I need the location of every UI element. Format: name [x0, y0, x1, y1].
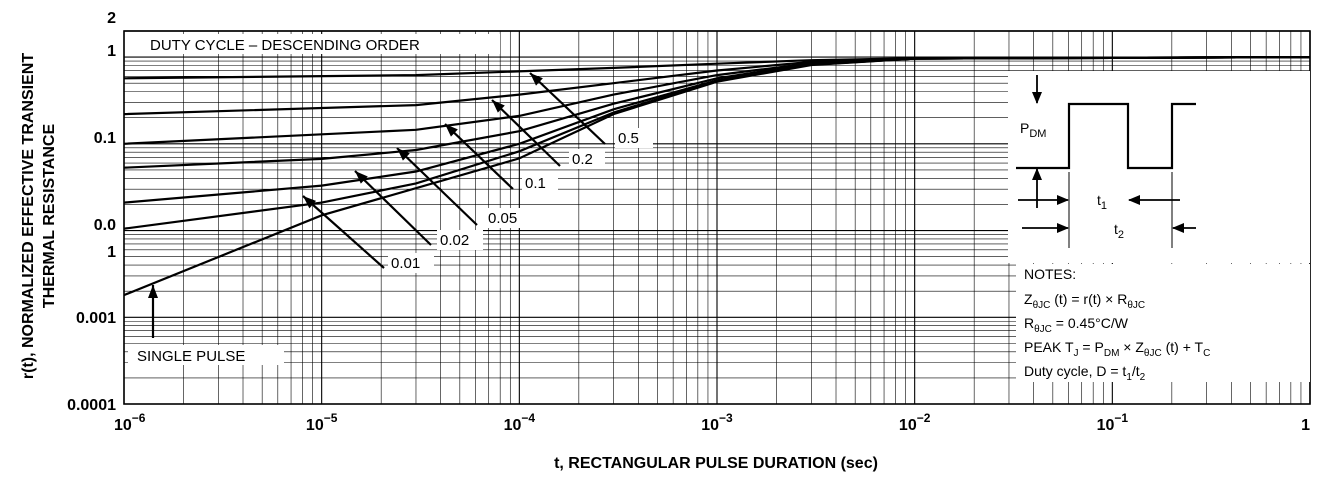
x-tick-label: 10−6: [114, 411, 146, 434]
duty-label-bg: [388, 253, 434, 273]
t2-arrow-left-head: [1057, 223, 1069, 233]
t1-arrow-right-head: [1128, 195, 1140, 205]
y-tick-label: 0.001: [76, 310, 116, 327]
t2-arrow-right-head: [1172, 223, 1184, 233]
pulse-waveform: [1016, 102, 1196, 170]
duty-label-0-2: 0.2: [572, 151, 593, 168]
duty-arrow-0-2-head: [492, 100, 505, 113]
duty-label-bg: [615, 128, 653, 148]
duty-label-0-01: 0.01: [391, 255, 420, 272]
y-axis-title-line1: r(t), NORMALIZED EFFECTIVE TRANSIENT: [20, 53, 37, 379]
y-tick-label: 0.1: [94, 130, 116, 147]
curve-duty-single-pulse: [123, 56, 1311, 297]
pdm-label: PDM: [1020, 120, 1046, 140]
pulse-inset: PDM t1 t2: [1008, 71, 1310, 263]
tick-labels: 10−6 10−5 10−4 10−3 10−2 10−1 1210.10.010.0010…: [67, 10, 1310, 434]
note-line-duty: Duty cycle, D = t1/t2: [1024, 363, 1146, 383]
notes-bg: [1016, 264, 1310, 382]
y-tick-label: 1: [107, 244, 116, 261]
duty-cycle-title-bg: [142, 34, 500, 54]
duty-arrow-0-02: [354, 170, 432, 246]
duty-arrow-0-2: [491, 99, 561, 167]
duty-cycle-title: DUTY CYCLE – DESCENDING ORDER: [150, 37, 420, 54]
x-tick-label: 10−2: [899, 411, 931, 434]
y-axis-title-line2: THERMAL RESISTANCE: [41, 124, 58, 309]
note-line-r: RθJC = 0.45°C/W: [1024, 315, 1129, 335]
t2-label: t2: [1114, 221, 1124, 241]
duty-arrow-0-01-head: [303, 196, 317, 209]
y-tick-label: 0.0: [94, 217, 116, 234]
duty-arrow-0-02-head: [355, 171, 368, 184]
x-tick-label: 10−3: [701, 411, 733, 434]
notes-box: NOTES: ZθJC (t) = r(t) × RθJC RθJC = 0.45°…: [1016, 264, 1310, 383]
duty-arrow-0-1-head: [445, 124, 458, 137]
chart-grid: [123, 30, 1311, 405]
duty-label-0-5: 0.5: [618, 130, 639, 147]
single-pulse-arrow-head: [148, 285, 158, 298]
y-tick-label: 0.0001: [67, 397, 116, 414]
duty-label-bg: [569, 149, 605, 169]
duty-arrow-0-01: [302, 195, 385, 269]
duty-label-bg: [485, 208, 531, 228]
duty-arrow-0-05: [396, 147, 478, 226]
t1-label: t1: [1097, 192, 1107, 212]
x-tick-label: 10−5: [306, 411, 338, 434]
annotations: DUTY CYCLE – DESCENDING ORDER 0.5 0.2 0.1 0.…: [128, 34, 653, 365]
y-tick-label: 1: [107, 43, 116, 60]
pdm-arrow-top-head: [1032, 92, 1042, 104]
curves-group: [123, 56, 1311, 297]
duty-label-0-05: 0.05: [488, 210, 517, 227]
x-tick-label: 10−4: [504, 411, 536, 434]
duty-arrow-0-05-head: [397, 148, 410, 161]
y-tick-label: 2: [107, 10, 116, 27]
note-line-z: ZθJC (t) = r(t) × RθJC: [1024, 291, 1145, 311]
notes-title: NOTES:: [1024, 266, 1076, 282]
x-axis-title: t, RECTANGULAR PULSE DURATION (sec): [554, 455, 878, 472]
duty-label-bg: [522, 173, 558, 193]
x-tick-label: 1: [1301, 417, 1310, 434]
duty-arrow-0-5: [529, 72, 606, 145]
note-line-peak: PEAK TJ = PDM × ZθJC (t) + TC: [1024, 339, 1210, 359]
duty-arrow-0-5-head: [530, 73, 543, 86]
x-tick-label: 10−1: [1097, 411, 1129, 434]
single-pulse-label: SINGLE PULSE: [137, 348, 245, 365]
pdm-arrow-bottom-head: [1032, 168, 1042, 180]
duty-arrow-0-1: [444, 123, 514, 190]
duty-label-0-02: 0.02: [440, 232, 469, 249]
duty-label-bg: [437, 230, 483, 250]
duty-label-0-1: 0.1: [525, 175, 546, 192]
t1-arrow-left-head: [1057, 195, 1069, 205]
single-pulse-bg: [128, 345, 284, 365]
